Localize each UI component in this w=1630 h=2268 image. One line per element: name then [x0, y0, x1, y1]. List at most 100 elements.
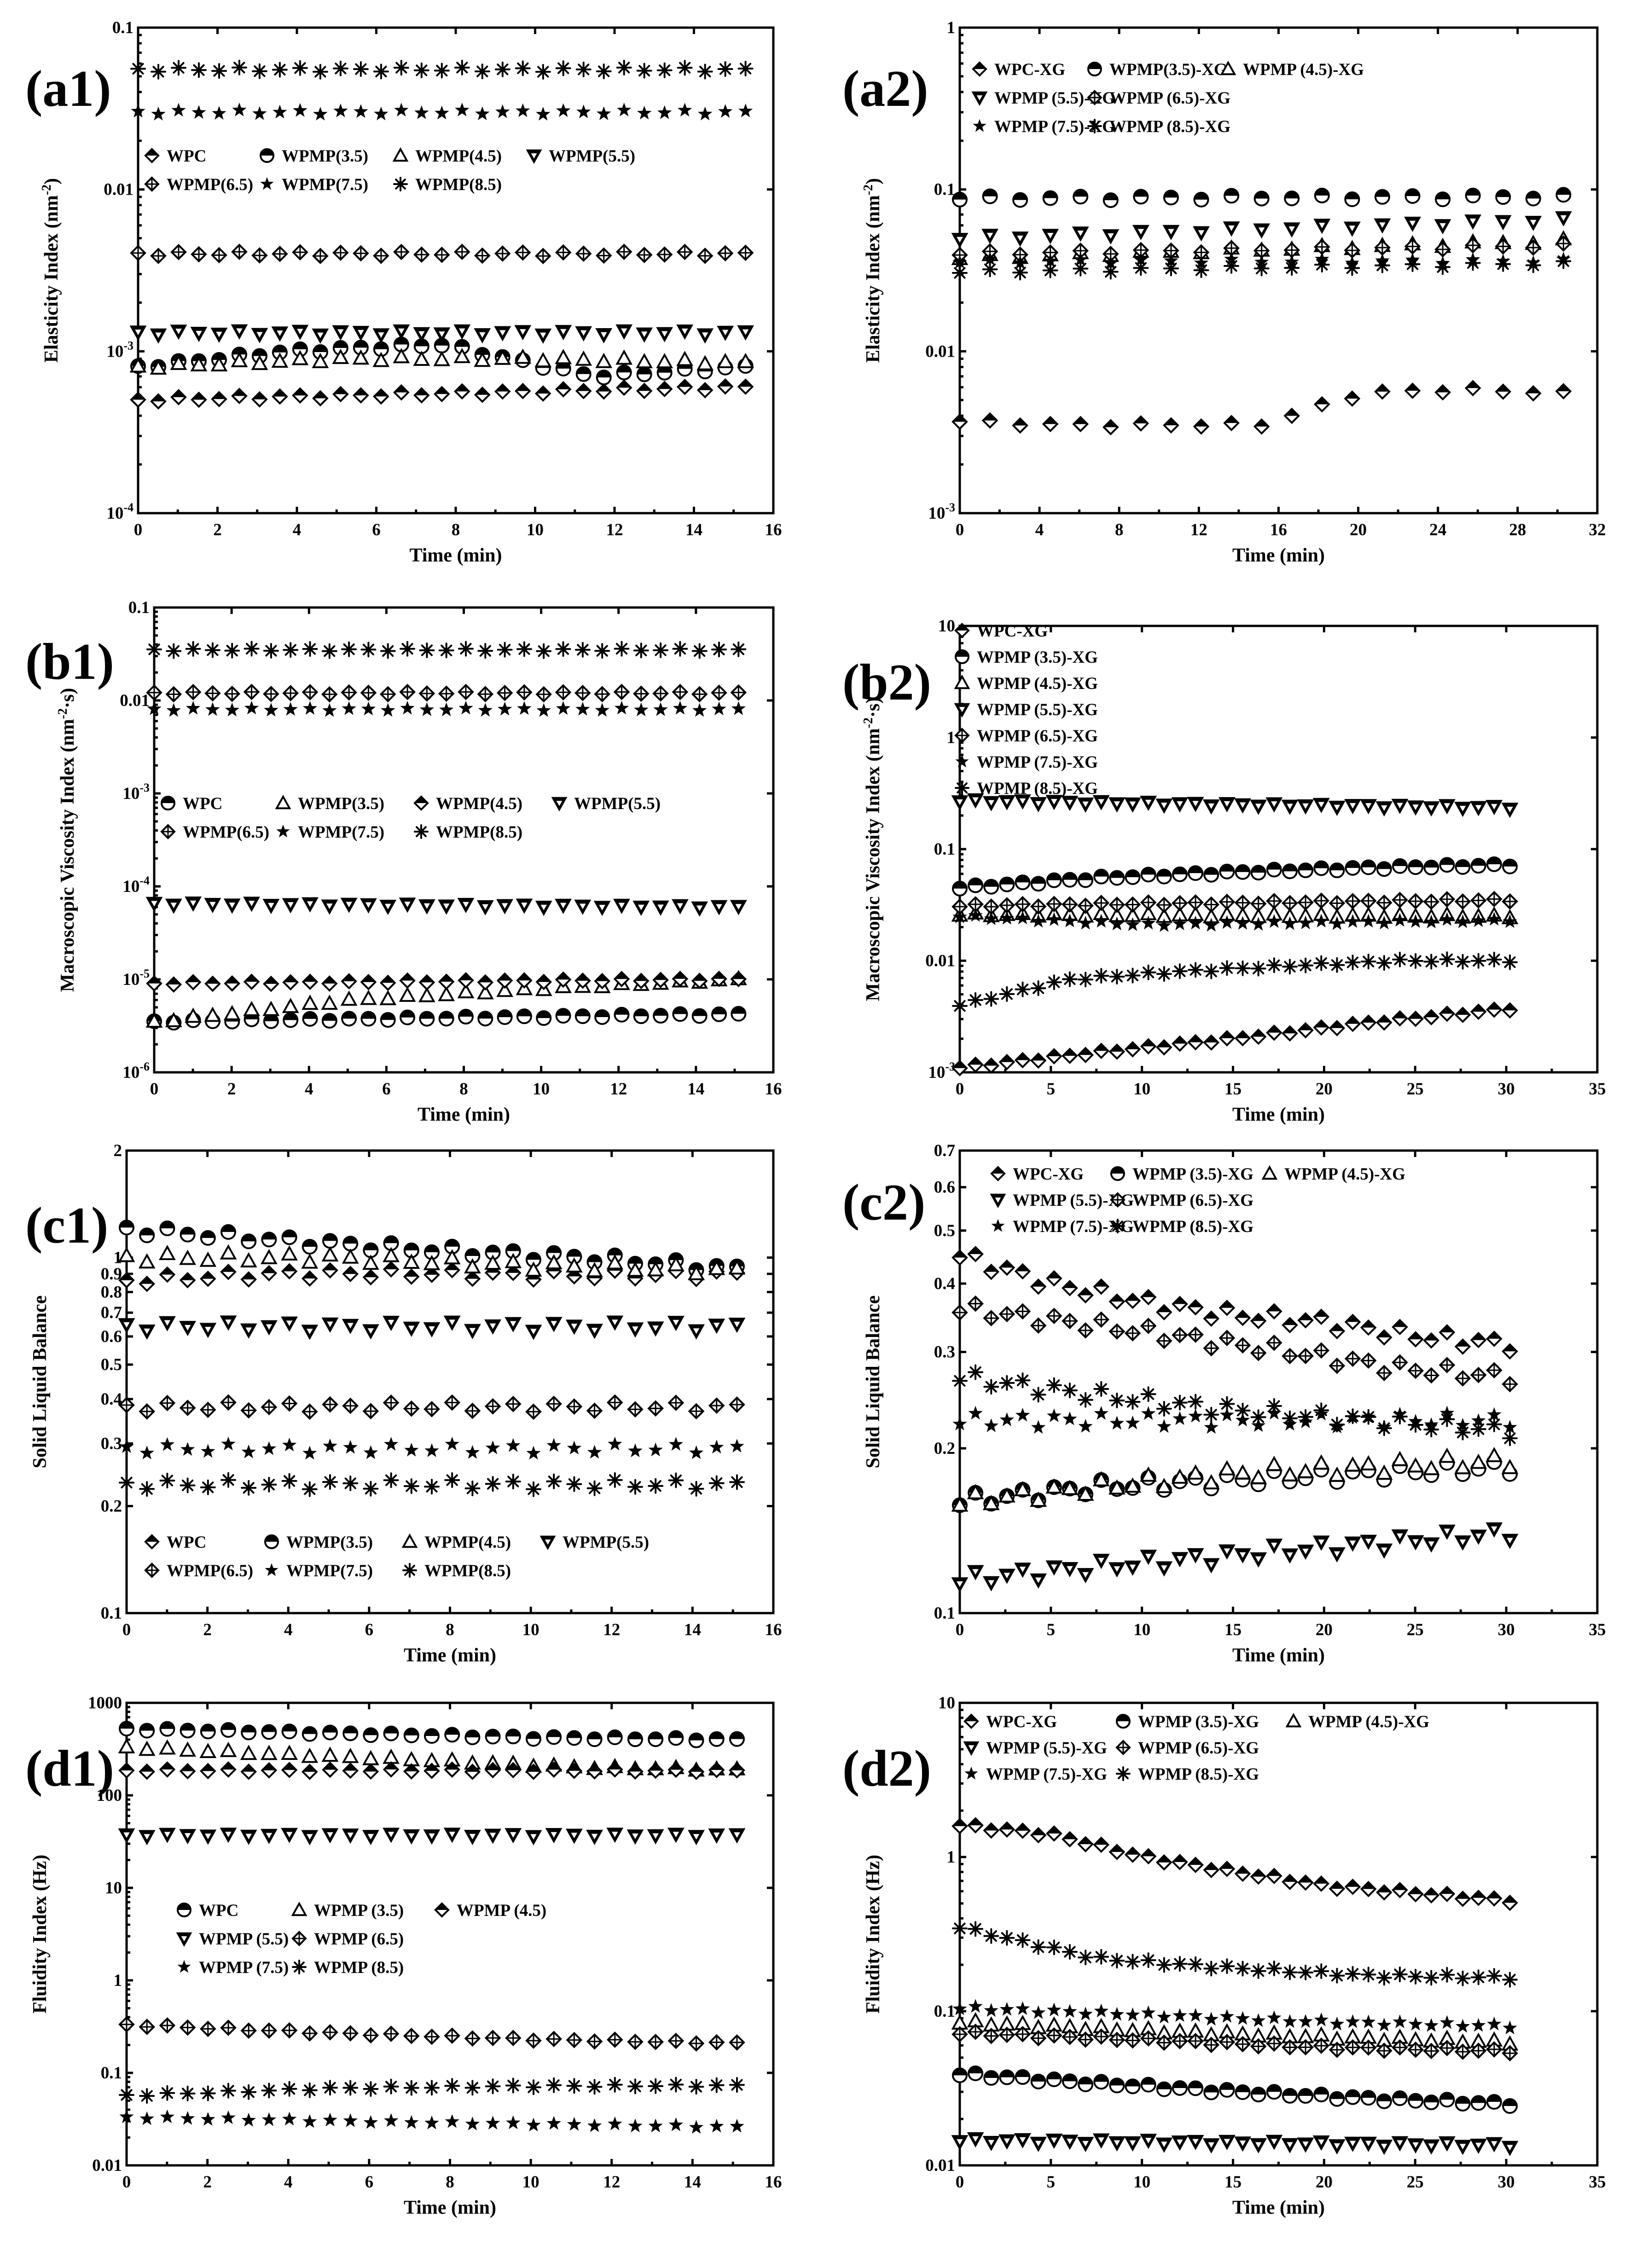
data-point	[179, 1250, 196, 1265]
data-point	[1204, 1420, 1218, 1434]
data-point	[166, 703, 181, 717]
data-point	[737, 325, 754, 341]
data-point	[1525, 385, 1542, 402]
data-point	[586, 1829, 603, 1846]
y-tick-label: 0.1	[101, 1604, 122, 1623]
data-point	[151, 106, 166, 121]
data-point	[1046, 1048, 1062, 1065]
data-point	[708, 1828, 725, 1844]
data-point	[1187, 797, 1204, 812]
data-point	[1502, 1894, 1518, 1911]
data-point	[403, 1268, 420, 1285]
data-point	[999, 986, 1015, 1002]
data-point	[574, 684, 591, 701]
data-point	[1464, 214, 1482, 230]
data-point	[159, 2017, 176, 2034]
data-point	[586, 2079, 603, 2095]
data-point	[1434, 384, 1451, 401]
data-point	[444, 2078, 460, 2094]
data-point	[1108, 1844, 1125, 1860]
x-tick-label: 6	[382, 1080, 391, 1099]
data-point	[1188, 2080, 1204, 2096]
data-point	[516, 684, 533, 701]
data-point	[647, 1261, 664, 1277]
data-point	[1283, 407, 1300, 424]
data-point	[1392, 1354, 1408, 1371]
legend-label: WPMP (5.5)-XG	[986, 1739, 1107, 1758]
data-point	[594, 972, 610, 989]
data-point	[352, 326, 370, 341]
data-point	[464, 1829, 481, 1846]
data-point	[1266, 1303, 1282, 1320]
data-point	[1454, 1338, 1471, 1355]
data-point	[485, 2078, 501, 2094]
data-point	[1281, 1466, 1299, 1481]
data-point	[1047, 2002, 1062, 2017]
x-tick-label: 0	[150, 1080, 159, 1099]
y-tick-label: 1	[947, 1848, 956, 1867]
data-point	[566, 1476, 582, 1492]
data-point	[1077, 897, 1094, 914]
data-point	[1266, 957, 1282, 973]
data-point	[418, 987, 435, 1002]
data-point	[1140, 2134, 1157, 2149]
legend-marker	[144, 1534, 160, 1550]
data-point	[455, 103, 470, 116]
data-point	[534, 352, 552, 368]
data-point	[730, 900, 747, 915]
data-point	[1124, 1325, 1141, 1342]
data-point	[241, 2084, 257, 2100]
data-point	[139, 1723, 155, 1739]
data-point	[1073, 252, 1088, 266]
data-point	[191, 62, 207, 78]
y-tick-label: 10-3	[106, 339, 133, 361]
legend-label: WPC-XG	[977, 622, 1048, 641]
data-point	[1250, 2038, 1267, 2055]
data-point	[1344, 1456, 1362, 1472]
data-point	[951, 1577, 969, 1593]
data-point	[1062, 971, 1078, 987]
data-point	[1404, 188, 1421, 204]
data-point	[476, 984, 494, 1000]
data-point	[363, 2115, 378, 2129]
data-point	[1329, 957, 1345, 973]
data-point	[1298, 862, 1314, 879]
data-point	[1046, 1270, 1062, 1287]
data-point	[1250, 1552, 1267, 1568]
data-point	[1404, 238, 1421, 255]
data-point	[1485, 1446, 1503, 1463]
y-tick-label: 0.7	[101, 1303, 122, 1322]
data-point	[241, 1724, 257, 1741]
data-point	[597, 106, 611, 120]
legend-marker	[954, 623, 970, 638]
data-point	[514, 382, 531, 399]
data-point	[1014, 1562, 1031, 1578]
legend-label: WPMP (8.5)-XG	[977, 779, 1098, 798]
data-point	[1073, 260, 1089, 277]
data-point	[627, 2078, 643, 2094]
legend-label: WPMP (6.5)-XG	[977, 727, 1098, 746]
data-point	[1424, 2018, 1439, 2032]
data-point	[260, 1745, 278, 1760]
legend-marker	[991, 1219, 1005, 1232]
data-point	[1360, 1409, 1376, 1425]
data-point	[477, 643, 493, 659]
data-point	[380, 1012, 396, 1028]
data-point	[263, 643, 279, 659]
data-point	[322, 703, 337, 717]
data-point	[413, 387, 430, 404]
data-point	[1253, 260, 1270, 277]
data-point	[403, 1242, 419, 1258]
data-point	[484, 1319, 501, 1335]
data-point	[1344, 893, 1361, 909]
data-point	[678, 103, 692, 117]
data-point	[1156, 2081, 1172, 2097]
data-point	[458, 641, 474, 657]
data-point	[1251, 917, 1266, 931]
data-point	[647, 1762, 664, 1779]
x-tick-label: 10	[522, 1620, 539, 1639]
data-point	[505, 1762, 522, 1779]
data-point	[1171, 797, 1189, 813]
data-point	[1281, 2138, 1299, 2153]
